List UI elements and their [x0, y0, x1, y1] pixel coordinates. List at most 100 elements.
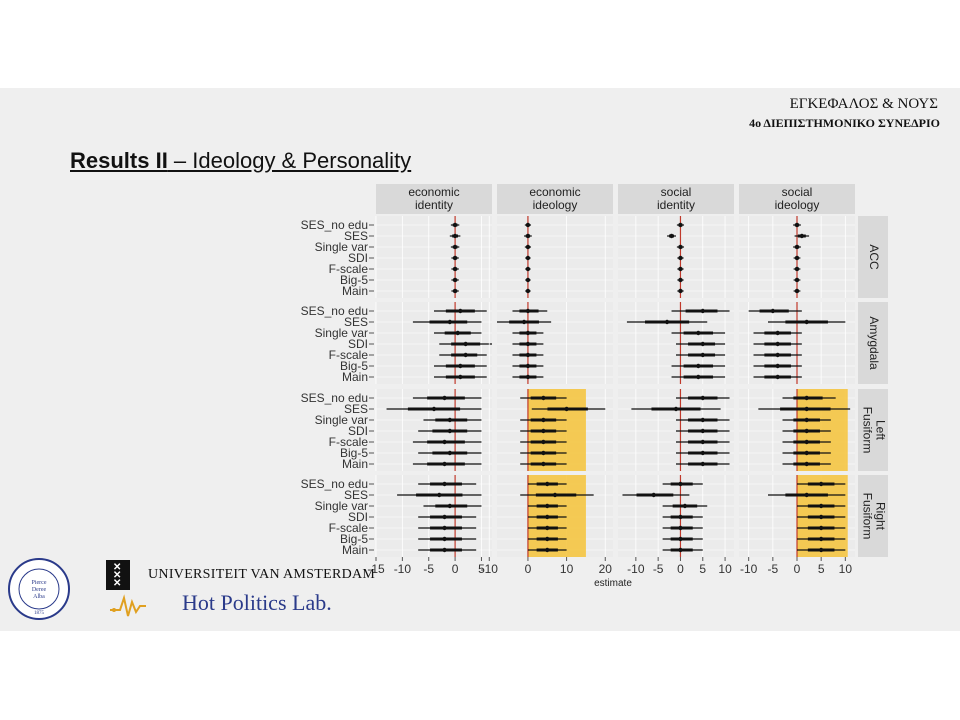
x-tick-label: -10 [627, 562, 645, 576]
estimate-point [521, 319, 527, 325]
estimate-point [447, 319, 453, 325]
american-college-seal-icon: Pierce Deree Alba 1875 [8, 558, 70, 620]
estimate-point [525, 288, 531, 294]
estimate-point [678, 222, 683, 228]
estimate-point [442, 547, 447, 553]
x-tick-label: -5 [423, 562, 434, 576]
estimate-point [678, 547, 683, 553]
model-label: SES [344, 402, 368, 416]
estimate-point [700, 352, 705, 358]
estimate-point [431, 406, 437, 412]
model-label: F-scale [329, 262, 369, 276]
estimate-point [696, 374, 701, 380]
slide-title-bold: Results II [70, 148, 168, 173]
x-tick-label: 0 [525, 562, 532, 576]
model-label: Single var [315, 499, 368, 513]
estimate-point [452, 266, 458, 272]
estimate-point [818, 481, 824, 487]
estimate-point [552, 492, 558, 498]
estimate-point [525, 308, 531, 314]
conference-subtitle: 4ο ΔΙΕΠΙΣΤΗΜΟΝΙΚΟ ΣΥΝΕΔΡΙΟ [749, 116, 940, 130]
estimate-point [700, 428, 705, 434]
estimate-point [700, 439, 705, 445]
facet-row-label: ACC [867, 244, 881, 270]
facet-row-label: Left [873, 420, 887, 441]
estimate-point [651, 492, 656, 498]
estimate-point [775, 374, 780, 380]
estimate-point [804, 439, 809, 445]
x-tick-label: -5 [653, 562, 664, 576]
uva-logo-icon: ✕ ✕ ✕ [106, 560, 130, 590]
estimate-point [794, 277, 800, 283]
estimate-point [545, 481, 550, 487]
estimate-point [545, 503, 550, 509]
estimate-point [541, 417, 546, 423]
estimate-point [794, 266, 800, 272]
model-label: SES_no edu [301, 304, 368, 318]
facet-col-label: ideology [775, 198, 820, 212]
seal-deree: Deree [32, 587, 47, 593]
estimate-point [678, 536, 683, 542]
facet-row-label: Right [873, 502, 887, 531]
model-label: SES [344, 488, 368, 502]
estimate-point [541, 428, 546, 434]
facet-strip-row [858, 216, 888, 298]
estimate-point [452, 255, 458, 261]
estimate-point [452, 288, 458, 294]
estimate-point [669, 233, 674, 239]
facet-strip-col [376, 184, 492, 214]
seal-pierce: Pierce [32, 580, 47, 586]
estimate-point [818, 514, 824, 520]
model-label: SES_no edu [301, 391, 368, 405]
model-label: Main [342, 370, 368, 384]
facet-strip-row [858, 302, 888, 384]
estimate-point [682, 503, 688, 509]
facet-row-label: Amygdala [867, 316, 881, 370]
model-label: Main [342, 284, 368, 298]
estimate-point [678, 266, 683, 272]
estimate-point [678, 277, 683, 283]
estimate-point [564, 406, 569, 412]
estimate-point [818, 525, 824, 531]
x-tick-label: 10 [560, 562, 574, 576]
estimate-point [804, 461, 809, 467]
estimate-point [804, 406, 809, 412]
estimate-point [794, 255, 800, 261]
estimate-point [541, 450, 546, 456]
estimate-point [678, 288, 683, 294]
estimate-point [525, 255, 531, 261]
estimate-point [794, 244, 800, 250]
estimate-point [678, 525, 683, 531]
estimate-point [700, 417, 705, 423]
estimate-point [545, 514, 550, 520]
model-label: Single var [315, 240, 368, 254]
estimate-point [442, 514, 447, 520]
estimate-point [804, 319, 809, 325]
estimate-point [678, 255, 683, 261]
model-label: Big-5 [340, 532, 368, 546]
estimate-point [458, 363, 463, 369]
estimate-point [442, 481, 447, 487]
estimate-point [700, 308, 705, 314]
x-tick-label: 5 [478, 562, 485, 576]
estimate-point [452, 244, 458, 250]
estimate-point [804, 395, 809, 401]
estimate-point [775, 330, 780, 336]
x-tick-label: 5 [818, 562, 825, 576]
panel-bg [376, 216, 492, 298]
model-label: SDI [348, 510, 368, 524]
estimate-point [447, 428, 453, 434]
facet-col-label: social [782, 185, 813, 199]
model-label: SES [344, 229, 368, 243]
estimate-point [525, 266, 531, 272]
estimate-point [775, 341, 780, 347]
x-tick-label: -10 [394, 562, 412, 576]
panel-bg [497, 216, 613, 298]
slide-title: Results II – Ideology & Personality [70, 148, 411, 174]
model-label: Single var [315, 326, 368, 340]
facet-strip-col [497, 184, 613, 214]
estimate-point [447, 417, 453, 423]
x-tick-label: 10 [839, 562, 853, 576]
estimate-point [525, 352, 531, 358]
x-tick-label: 0 [794, 562, 801, 576]
